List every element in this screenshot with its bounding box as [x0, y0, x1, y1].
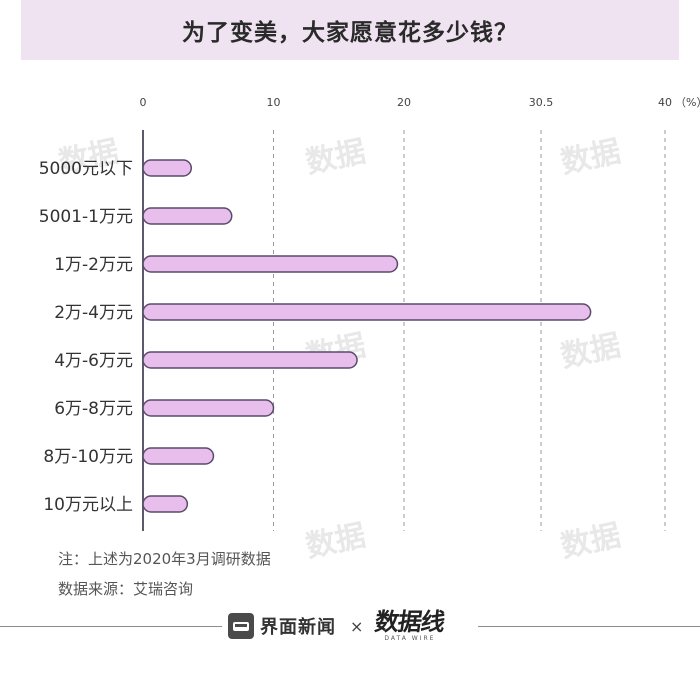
note-text: 注：上述为2020年3月调研数据: [58, 550, 271, 568]
chart-title: 为了变美，大家愿意花多少钱？: [182, 20, 518, 46]
category-label: 10万元以上: [43, 495, 133, 515]
bar: [142, 399, 275, 417]
bar: [142, 207, 233, 225]
x-tick-label: 0: [140, 96, 147, 109]
x-axis-unit: （%）: [675, 96, 700, 109]
bar: [142, 159, 193, 177]
footer: 界面新闻 × 数据线 DATA WIRE: [228, 607, 478, 644]
x-tick-label: 20: [397, 96, 411, 109]
notes: 注：上述为2020年3月调研数据 数据来源：艾瑞咨询: [58, 544, 271, 604]
brand-logo-icon: [228, 613, 254, 639]
bar: [142, 447, 215, 465]
logo-main-text: 数据线: [373, 607, 447, 636]
footer-divider-right: [478, 626, 700, 627]
category-label: 4万-6万元: [54, 351, 133, 371]
x-tick-label: 40: [658, 96, 672, 109]
bar: [142, 303, 592, 321]
data-wire-logo: 数据线 DATA WIRE: [373, 607, 447, 642]
times-symbol: ×: [350, 616, 364, 636]
category-label: 2万-4万元: [54, 303, 133, 323]
category-label: 1万-2万元: [54, 255, 133, 275]
brand-name: 界面新闻: [260, 617, 336, 638]
bar: [142, 495, 189, 513]
category-label: 8万-10万元: [43, 447, 133, 467]
category-label: 5001-1万元: [39, 207, 133, 227]
title-banner: 为了变美，大家愿意花多少钱？: [21, 0, 679, 60]
category-label: 6万-8万元: [54, 399, 133, 419]
bar: [142, 255, 399, 273]
footer-divider-left: [0, 626, 222, 627]
source-text: 数据来源：艾瑞咨询: [58, 580, 194, 598]
logo-sub-text: DATA WIRE: [384, 635, 436, 642]
x-tick-label: 10: [267, 96, 281, 109]
bar: [142, 351, 358, 369]
x-tick-label: 30.5: [529, 96, 554, 109]
category-label: 5000元以下: [39, 159, 133, 179]
